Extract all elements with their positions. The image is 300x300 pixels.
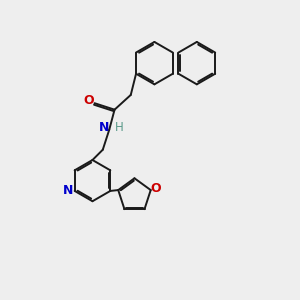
Text: N: N — [99, 121, 109, 134]
Text: N: N — [63, 184, 73, 197]
Text: O: O — [83, 94, 94, 107]
Text: H: H — [115, 121, 124, 134]
Text: O: O — [151, 182, 161, 195]
